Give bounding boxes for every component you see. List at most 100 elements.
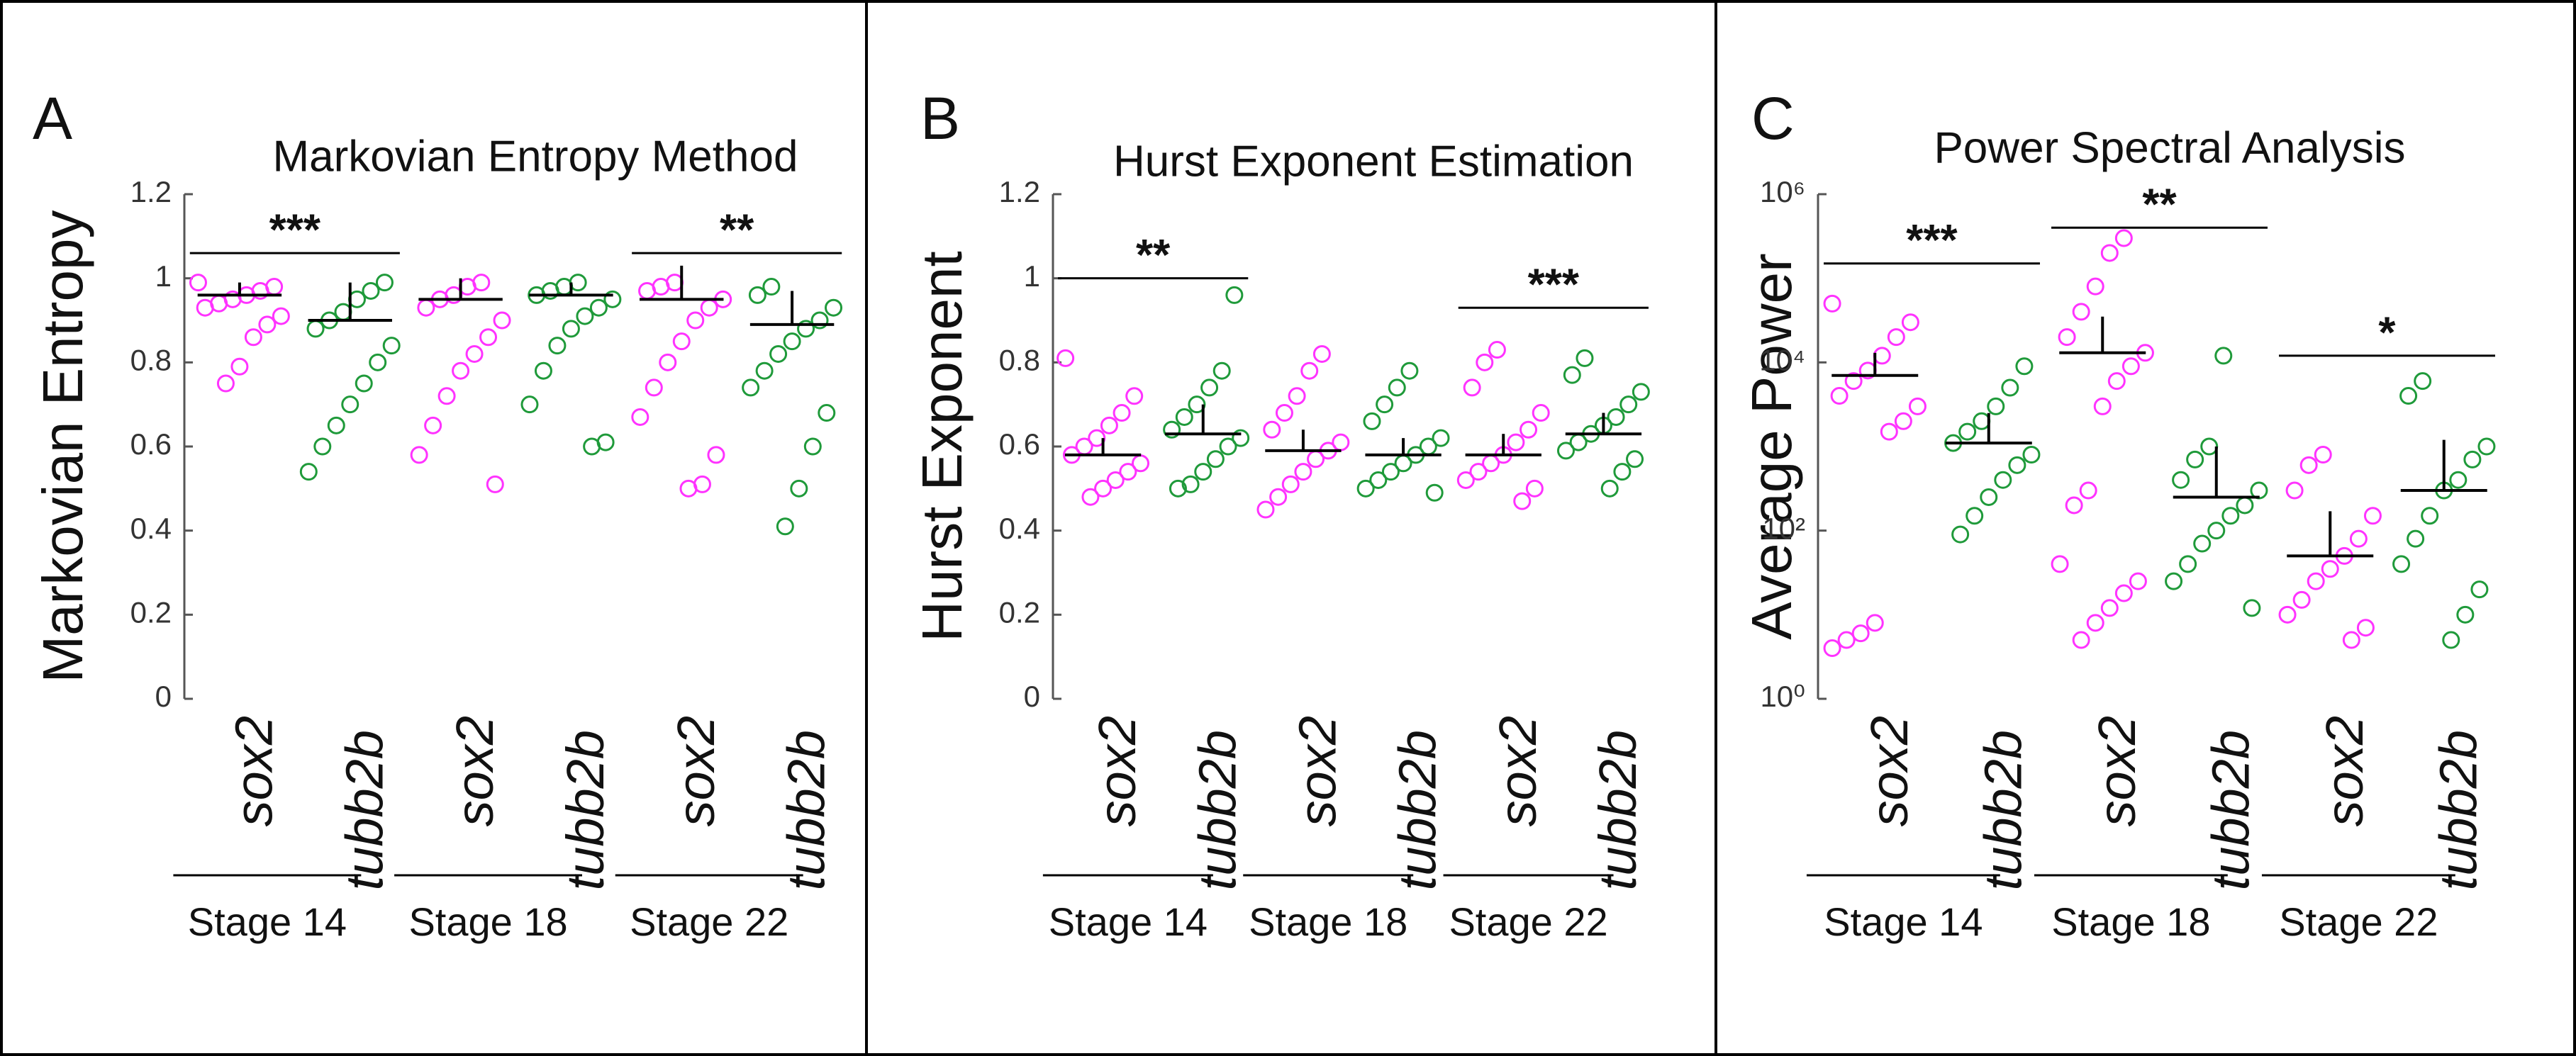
data-point — [2065, 496, 2083, 515]
y-axis-label: Hurst Exponent — [910, 251, 974, 641]
data-point — [1966, 507, 1984, 525]
data-point — [410, 446, 428, 464]
data-point — [2236, 496, 2254, 515]
data-point — [1901, 313, 1919, 332]
data-point — [2392, 555, 2411, 573]
panel-label: C — [1751, 85, 1795, 152]
chart-title: Hurst Exponent Estimation — [1113, 137, 1634, 186]
data-point — [790, 479, 808, 498]
data-point — [1081, 488, 1100, 506]
x-tick-label: tubb2b — [777, 730, 836, 890]
data-point — [2349, 529, 2368, 548]
data-point — [548, 337, 567, 355]
data-point — [1507, 433, 1525, 451]
data-point — [1619, 395, 1638, 414]
data-point — [2086, 614, 2104, 632]
significance-label: * — [2378, 308, 2396, 357]
data-point — [2243, 599, 2261, 617]
data-point — [1600, 479, 1619, 498]
data-point — [2470, 580, 2489, 599]
x-tick-label: tubb2b — [1588, 730, 1647, 890]
x-tick-label: sox2 — [1288, 716, 1346, 826]
data-point — [1125, 387, 1144, 405]
x-tick-label: tubb2b — [335, 730, 394, 890]
data-point — [1607, 408, 1625, 426]
data-point — [1432, 429, 1450, 447]
x-tick-label: sox2 — [224, 716, 283, 826]
data-point — [1525, 479, 1544, 498]
y-tick-label: 0.2 — [130, 595, 172, 629]
data-point — [1866, 614, 1884, 632]
data-point — [1476, 353, 1494, 371]
data-point — [1212, 361, 1231, 380]
y-tick-label: 10⁴ — [1759, 343, 1805, 376]
data-point — [216, 374, 235, 393]
data-point — [1119, 463, 1137, 481]
data-point — [362, 281, 380, 300]
data-point — [1958, 422, 1977, 441]
data-point — [1300, 361, 1319, 380]
data-point — [2186, 450, 2204, 468]
data-point — [1513, 492, 1532, 510]
data-point — [382, 337, 401, 355]
y-tick-label: 0.4 — [999, 512, 1040, 545]
data-point — [686, 311, 705, 330]
y-tick-label: 0.8 — [130, 343, 172, 376]
stage-label: Stage 18 — [408, 899, 567, 944]
y-tick-label: 0 — [155, 680, 172, 713]
data-point — [1837, 631, 1856, 649]
data-point — [1225, 286, 1244, 304]
x-tick-label: sox2 — [667, 716, 725, 826]
data-point — [2321, 560, 2339, 578]
data-point — [1951, 525, 1970, 544]
data-point — [341, 395, 359, 414]
data-point — [486, 475, 504, 493]
chart-title: Power Spectral Analysis — [1934, 123, 2405, 172]
data-point — [2200, 437, 2219, 456]
data-point — [672, 332, 691, 351]
x-tick-label: tubb2b — [2429, 730, 2487, 890]
data-point — [479, 328, 498, 347]
data-point — [1823, 639, 1841, 658]
data-point — [299, 463, 318, 481]
data-point — [2363, 507, 2382, 525]
data-point — [742, 378, 760, 397]
x-tick-label: sox2 — [1488, 716, 1547, 826]
panel-label: A — [33, 85, 72, 152]
stage-label: Stage 22 — [2279, 899, 2438, 944]
data-point — [2093, 397, 2112, 415]
data-point — [272, 307, 290, 325]
data-point — [375, 274, 394, 292]
data-point — [755, 361, 774, 380]
data-point — [1312, 344, 1331, 363]
data-point — [769, 344, 788, 363]
data-point — [2414, 372, 2432, 391]
data-point — [1844, 372, 1863, 391]
data-point — [1363, 412, 1381, 430]
data-point — [2214, 347, 2233, 365]
data-point — [2463, 450, 2482, 468]
data-point — [534, 361, 552, 380]
data-point — [818, 404, 836, 422]
data-point — [230, 357, 249, 376]
data-point — [2356, 619, 2375, 637]
data-point — [417, 298, 435, 317]
data-point — [1880, 422, 1898, 441]
data-point — [748, 286, 766, 304]
data-point — [1181, 475, 1200, 493]
data-point — [355, 374, 373, 393]
data-point — [1269, 488, 1288, 506]
data-point — [776, 517, 794, 536]
data-point — [2449, 471, 2468, 489]
data-point — [1823, 294, 1841, 313]
data-point — [762, 278, 781, 296]
data-point — [810, 311, 829, 330]
data-point — [1188, 395, 1206, 414]
data-point — [2086, 277, 2104, 296]
stage-label: Stage 22 — [630, 899, 788, 944]
data-point — [645, 378, 663, 397]
data-point — [2299, 456, 2318, 474]
data-point — [2015, 357, 2034, 376]
data-point — [1994, 471, 2012, 489]
